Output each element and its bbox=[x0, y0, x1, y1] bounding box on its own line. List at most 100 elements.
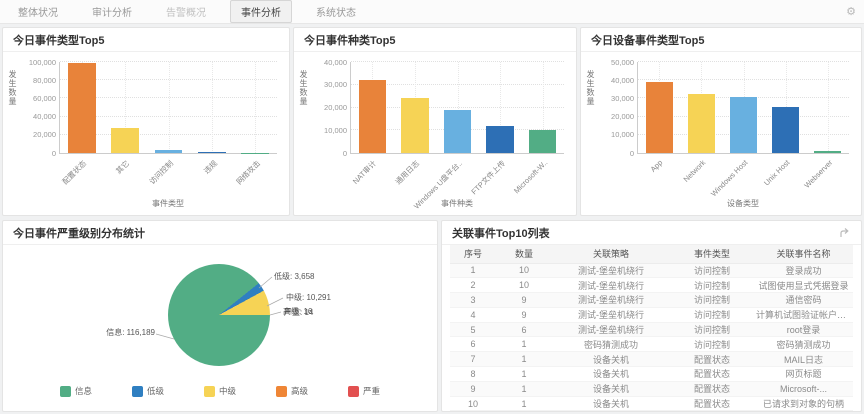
pie-chart-area: 信息: 116,189 低级: 3,658 中级: 10,291 高级: 16 … bbox=[3, 245, 437, 412]
table-cell: 1 bbox=[496, 366, 552, 382]
panel-correlated-events-top10: 关联事件Top10列表 序号 数量 关联策略 事件类型 关联事件名称 1 10 测试-堡垒机… bbox=[441, 220, 862, 412]
table-cell: 9 bbox=[496, 292, 552, 308]
column-header-4: 关联事件名称 bbox=[754, 245, 853, 264]
x-tick-label: 访问控制 bbox=[147, 158, 176, 187]
table-cell: 7 bbox=[450, 351, 496, 368]
table-cell: 密码猜测成功 bbox=[552, 336, 670, 353]
pie-label-low: 低级: 3,658 bbox=[274, 272, 315, 281]
legend-item-4[interactable]: 严重 bbox=[348, 385, 380, 397]
bar-2-2[interactable] bbox=[729, 96, 757, 153]
bar-1-1[interactable] bbox=[401, 97, 429, 153]
y-tick-label: 40,000 bbox=[611, 75, 634, 85]
bar-1-0[interactable] bbox=[358, 79, 386, 153]
pie-label-medium: 中级: 10,291 bbox=[286, 293, 331, 302]
plot-area: 0 10,000 20,000 30,000 40,000 bbox=[324, 58, 564, 156]
bar-2-0[interactable] bbox=[645, 82, 673, 153]
pie-legend: 信息 低级 中级 高级 严重 bbox=[3, 385, 437, 397]
panel-severity-distribution: 今日事件严重级别分布统计 信息: 116,189 低级: 3,658 中级: 1… bbox=[2, 220, 438, 412]
table-cell: 6 bbox=[450, 336, 496, 353]
legend-swatch bbox=[348, 385, 360, 397]
x-tick-label: 配置状态 bbox=[60, 158, 88, 187]
legend-label: 严重 bbox=[363, 386, 381, 396]
table-cell: 访问控制 bbox=[670, 277, 754, 294]
x-tick-label: Network bbox=[681, 158, 707, 184]
table-row-10[interactable]: 10 1 设备关机 配置状态 已请求到对象的句柄 bbox=[450, 396, 853, 412]
bar-2-4[interactable] bbox=[814, 151, 842, 153]
table-cell: 设备关机 bbox=[552, 381, 670, 397]
events-table: 序号 数量 关联策略 事件类型 关联事件名称 1 10 测试-堡垒机绕行 访问控制 登录成功 2 1… bbox=[450, 245, 853, 412]
gear-icon[interactable]: ⚙ bbox=[846, 6, 856, 18]
table-cell: 1 bbox=[450, 263, 496, 279]
panel-device-event-type-top5: 今日设备事件类型Top5 发生数量 0 10,000 20,000 30,000 40,0… bbox=[580, 27, 862, 216]
table-row-7[interactable]: 7 1 设备关机 配置状态 MAIL日志 bbox=[450, 351, 853, 368]
x-tick-label: Windows Host bbox=[709, 158, 750, 199]
bar-1-4[interactable] bbox=[529, 130, 557, 153]
table-cell: 访问控制 bbox=[670, 336, 754, 353]
column-header-1: 数量 bbox=[496, 245, 552, 264]
nav-tab-4[interactable]: 系统状态 bbox=[316, 8, 356, 19]
nav-tab-0[interactable]: 整体状况 bbox=[18, 8, 58, 19]
bar-1-2[interactable] bbox=[443, 109, 472, 153]
table-row-5[interactable]: 5 6 测试-堡垒机绕行 访问控制 root登录 bbox=[450, 322, 853, 338]
table-cell: 通信密码 bbox=[754, 292, 853, 308]
x-tick-label: Webserver bbox=[802, 158, 835, 190]
bar-0-2[interactable] bbox=[154, 150, 183, 153]
table-cell: 测试-堡垒机绕行 bbox=[552, 307, 670, 323]
legend-item-0[interactable]: 信息 bbox=[59, 385, 92, 397]
nav-tab-1[interactable]: 审计分析 bbox=[92, 8, 132, 19]
legend-item-1[interactable]: 低级 bbox=[131, 385, 164, 397]
bar-chart-device-type: 发生数量 0 10,000 20,000 30,000 40,000 50,000 App Ne… bbox=[581, 52, 861, 216]
table-cell: Microsoft-... bbox=[754, 381, 853, 397]
y-tick-label: 40,000 bbox=[33, 111, 56, 121]
y-tick-label: 20,000 bbox=[33, 130, 56, 140]
table-row-1[interactable]: 1 10 测试-堡垒机绕行 访问控制 登录成功 bbox=[450, 263, 853, 279]
gridline-h bbox=[60, 61, 277, 62]
legend-swatch bbox=[59, 385, 71, 397]
table-cell: 已请求到对象的句柄 bbox=[754, 396, 853, 412]
table-row-8[interactable]: 8 1 设备关机 配置状态 网页标题 bbox=[450, 366, 853, 382]
bar-chart-event-kind: 发生数量 0 10,000 20,000 30,000 40,000 NAT审计 通用日志 Wi… bbox=[294, 52, 576, 216]
table-cell: 1 bbox=[496, 351, 552, 368]
panel-event-kind-top5: 今日事件种类Top5 发生数量 0 10,000 20,000 30,000 40,000… bbox=[293, 27, 577, 216]
bar-0-3[interactable] bbox=[198, 151, 226, 153]
table-cell: 10 bbox=[450, 396, 496, 412]
panel-title: 今日事件类型Top5 bbox=[13, 34, 105, 47]
panel-title: 今日设备事件类型Top5 bbox=[591, 34, 705, 47]
x-axis-labels: App Network Windows Host Unix Host Webserver bbox=[637, 156, 849, 198]
x-axis-title: 事件类型 bbox=[152, 199, 184, 208]
table-row-2[interactable]: 2 10 测试-堡垒机绕行 访问控制 试图使用显式凭据登录 bbox=[450, 277, 853, 294]
bar-0-0[interactable] bbox=[67, 63, 96, 153]
bar-1-3[interactable] bbox=[486, 125, 514, 153]
legend-item-3[interactable]: 高级 bbox=[276, 385, 308, 397]
bar-0-1[interactable] bbox=[111, 128, 139, 153]
severity-pie-chart[interactable] bbox=[168, 264, 270, 366]
table-row-9[interactable]: 9 1 设备关机 配置状态 Microsoft-... bbox=[450, 381, 853, 397]
plot-area: 0 20,000 40,000 60,000 80,000 100,000 bbox=[29, 58, 277, 156]
table-row-6[interactable]: 6 1 密码猜测成功 访问控制 密码猜测成功 bbox=[450, 336, 853, 353]
table-row-4[interactable]: 4 9 测试-堡垒机绕行 访问控制 计算机试图验证帐户的... bbox=[450, 307, 853, 323]
bar-2-1[interactable] bbox=[687, 94, 715, 153]
table-body: 1 10 测试-堡垒机绕行 访问控制 登录成功 2 10 测试-堡垒机绕行 访问控制 试图使用显式… bbox=[450, 263, 853, 412]
y-tick-label: 80,000 bbox=[33, 75, 56, 85]
x-tick-label: Unix Host bbox=[762, 158, 792, 188]
export-icon[interactable] bbox=[840, 227, 851, 238]
table-row-3[interactable]: 3 9 测试-堡垒机绕行 访问控制 通信密码 bbox=[450, 292, 853, 308]
legend-label: 高级 bbox=[291, 386, 309, 396]
x-tick-label: 通用日志 bbox=[393, 158, 422, 187]
legend-item-2[interactable]: 中级 bbox=[203, 385, 236, 397]
table-cell: root登录 bbox=[754, 322, 853, 338]
top-nav-bar: 整体状况 审计分析 告警概况 事件分析 系统状态 ⚙ bbox=[0, 0, 864, 24]
bar-2-3[interactable] bbox=[772, 106, 800, 153]
gridline-v bbox=[500, 62, 502, 153]
nav-tab-2[interactable]: 告警概况 bbox=[166, 8, 206, 19]
table-cell: 2 bbox=[450, 277, 496, 294]
y-tick-label: 30,000 bbox=[324, 80, 347, 89]
events-table-wrap: 序号 数量 关联策略 事件类型 关联事件名称 1 10 测试-堡垒机绕行 访问控制 登录成功 2 1… bbox=[442, 245, 861, 412]
y-axis-title: 发生数量 bbox=[8, 70, 17, 106]
x-axis-labels: NAT审计 通用日志 Windows U盘平台.. FTP文件上传 Microsoft-… bbox=[350, 156, 564, 211]
legend-label: 信息 bbox=[74, 386, 92, 396]
table-cell: 1 bbox=[496, 336, 552, 353]
nav-tab-3[interactable]: 事件分析 bbox=[230, 0, 292, 23]
x-tick-label: NAT审计 bbox=[351, 158, 379, 186]
column-header-3: 事件类型 bbox=[670, 245, 754, 264]
